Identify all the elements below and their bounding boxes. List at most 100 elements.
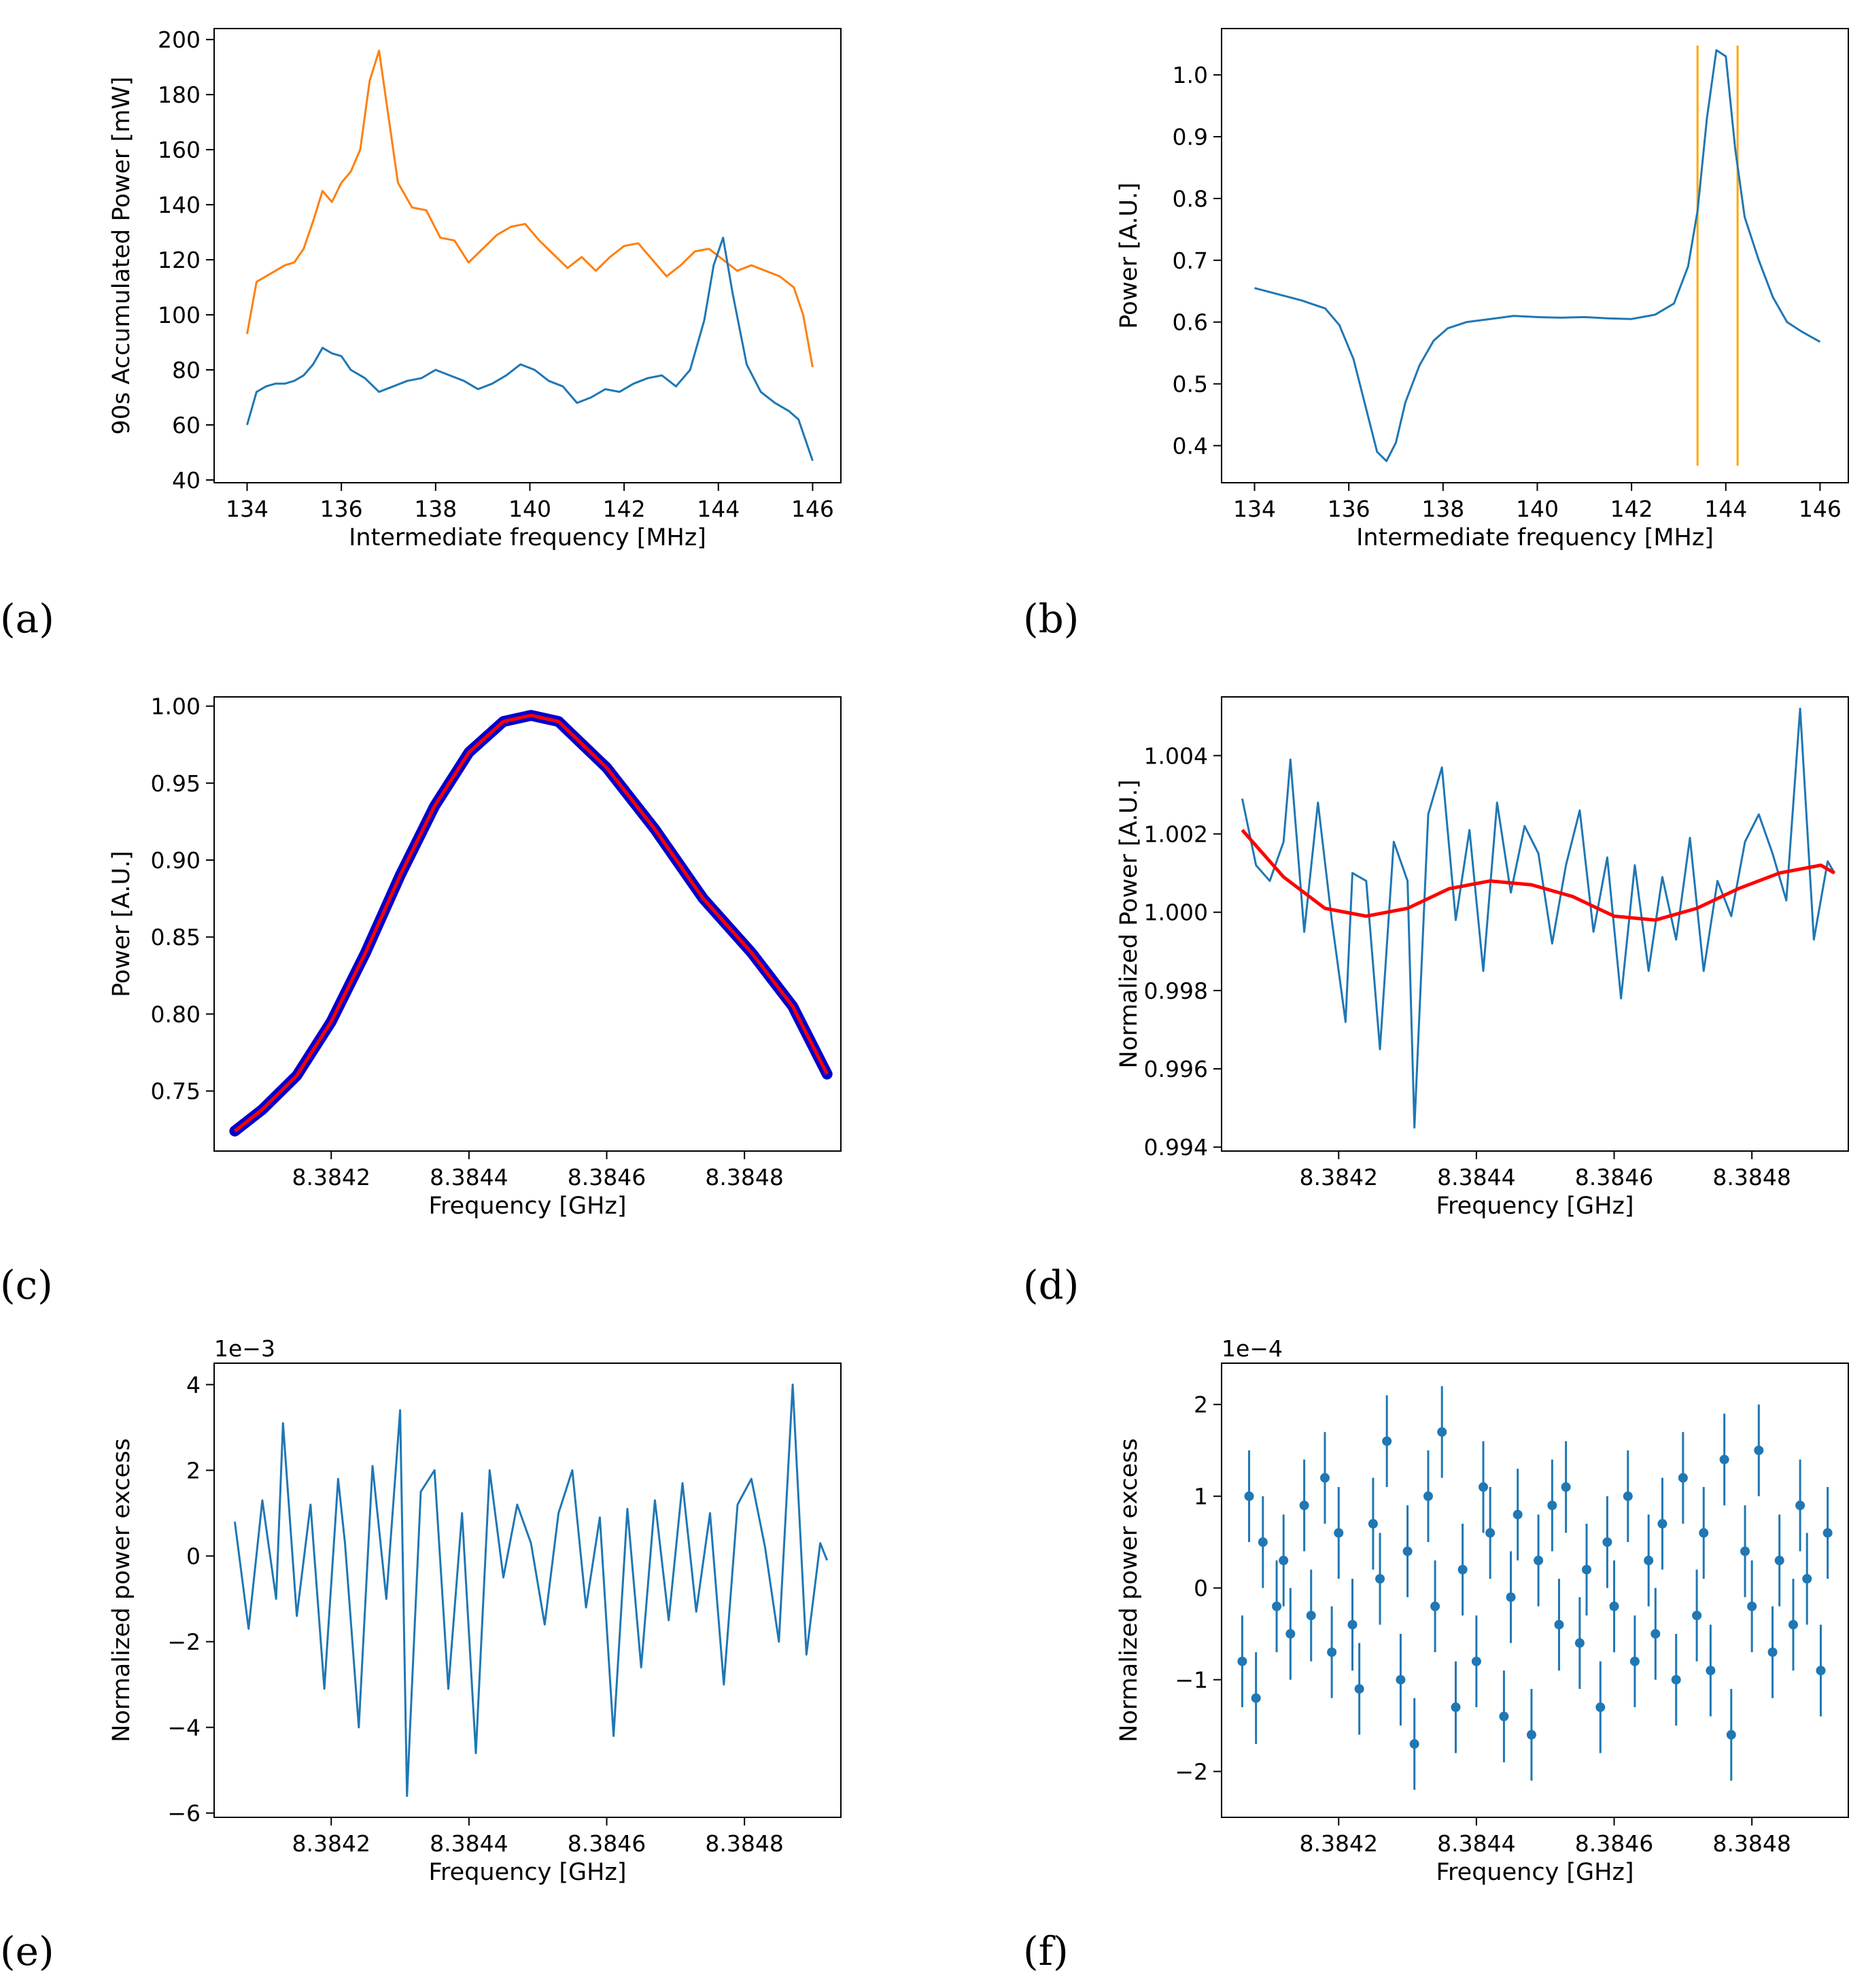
x-tick-label: 140 — [1516, 496, 1559, 522]
data-point — [1767, 1647, 1778, 1658]
data-point — [1334, 1528, 1344, 1538]
y-tick-label: 0.85 — [151, 924, 201, 950]
x-tick-label: 8.3848 — [705, 1830, 783, 1857]
data-point — [1554, 1619, 1564, 1630]
data-point — [1409, 1739, 1419, 1749]
axes-frame — [213, 28, 842, 483]
data-point — [1726, 1730, 1736, 1740]
y-axis-label: Power [A.U.] — [108, 851, 135, 997]
data-point — [1754, 1445, 1764, 1456]
data-point — [1451, 1702, 1461, 1713]
y-tick-label: 0 — [1194, 1575, 1208, 1602]
x-axis-label: Frequency [GHz] — [428, 1859, 626, 1886]
series-markers-data — [229, 710, 833, 1137]
y-tick-label: −2 — [1175, 1759, 1208, 1785]
x-axis-label: Intermediate frequency [MHz] — [1356, 524, 1714, 551]
series-line-normalized — [1241, 707, 1835, 1129]
y-tick-label: 0.80 — [151, 1001, 201, 1027]
data-point — [1251, 1693, 1261, 1703]
y-tick-label: 0 — [186, 1543, 201, 1570]
data-point — [1651, 1629, 1661, 1639]
data-point — [1244, 1491, 1254, 1501]
data-point — [1285, 1629, 1296, 1639]
x-tick-label: 146 — [791, 496, 834, 522]
data-point — [1644, 1556, 1654, 1566]
y-tick-label: 60 — [172, 412, 201, 439]
data-point — [1595, 1702, 1606, 1713]
y-tick-label: 0.998 — [1144, 978, 1208, 1004]
data-point — [1327, 1647, 1337, 1658]
y-tick-label: 80 — [172, 357, 201, 383]
y-tick-label: 0.4 — [1173, 432, 1208, 459]
data-point — [1457, 1564, 1468, 1575]
data-point — [1629, 1656, 1640, 1666]
x-tick-label: 8.3842 — [1300, 1164, 1378, 1190]
series-line-fit — [1241, 829, 1835, 922]
x-tick-label: 146 — [1799, 496, 1842, 522]
data-point — [1375, 1574, 1385, 1584]
data-point — [1437, 1427, 1447, 1437]
data-point — [1547, 1501, 1557, 1511]
data-point — [1719, 1454, 1729, 1464]
x-tick-label: 8.3842 — [292, 1164, 370, 1190]
data-point — [1430, 1601, 1440, 1611]
y-axis-label: Normalized Power [A.U.] — [1116, 779, 1143, 1068]
x-tick-label: 8.3848 — [1712, 1830, 1791, 1857]
data-point — [1479, 1482, 1489, 1492]
panel-label-a: (a) — [0, 596, 54, 642]
data-point — [1609, 1601, 1619, 1611]
plot-area — [1241, 707, 1835, 1129]
y-axis-label: Power [A.U.] — [1116, 182, 1143, 328]
series-line-excess — [233, 1384, 829, 1797]
data-point — [1671, 1675, 1681, 1685]
data-point — [1396, 1675, 1406, 1685]
y-tick-label: 1.002 — [1144, 821, 1208, 848]
axes-frame — [1221, 696, 1849, 1152]
x-tick-label: 8.3848 — [705, 1164, 783, 1190]
data-point — [1513, 1509, 1523, 1520]
y-tick-label: 2 — [1194, 1392, 1208, 1418]
y-axis-label: 90s Accumulated Power [mW] — [108, 77, 135, 435]
x-axis-label: Frequency [GHz] — [1436, 1193, 1634, 1220]
plot-area — [1254, 46, 1821, 466]
x-tick-label: 8.3846 — [568, 1830, 646, 1857]
x-tick-label: 8.3844 — [1437, 1164, 1515, 1190]
data-point — [1279, 1556, 1289, 1566]
panel-f: 8.3842 8.3844 8.3846 8.3848 −2 −1 0 1 2 Frequency… — [1116, 1335, 1849, 1886]
y-tick-label: 0.5 — [1173, 371, 1208, 398]
y-tick-label: 180 — [158, 82, 201, 108]
y-tick-label: −4 — [167, 1715, 201, 1741]
x-tick-label: 8.3844 — [430, 1830, 508, 1857]
data-point — [1534, 1556, 1544, 1566]
x-tick-label: 142 — [1610, 496, 1653, 522]
x-tick-label: 8.3846 — [568, 1164, 646, 1190]
axes-frame — [1221, 1363, 1849, 1818]
x-axis-label: Frequency [GHz] — [1436, 1859, 1634, 1886]
data-point — [1471, 1656, 1481, 1666]
data-point — [1319, 1473, 1330, 1483]
x-tick-label: 138 — [1421, 496, 1464, 522]
y-tick-label: 40 — [172, 467, 201, 494]
y-tick-label: 2 — [186, 1458, 201, 1484]
x-axis-label: Intermediate frequency [MHz] — [349, 524, 706, 551]
x-tick-label: 8.3846 — [1575, 1164, 1653, 1190]
data-point — [1699, 1528, 1709, 1538]
data-point — [1526, 1730, 1536, 1740]
y-axis-label: Normalized power excess — [108, 1438, 135, 1742]
series-line-orange — [246, 49, 814, 368]
y-tick-label: 0.996 — [1144, 1056, 1208, 1082]
data-point — [1678, 1473, 1688, 1483]
data-point — [1506, 1592, 1516, 1603]
data-point — [1657, 1519, 1668, 1529]
y-tick-label: 160 — [158, 137, 201, 163]
panel-label-b: (b) — [1023, 596, 1079, 642]
data-point — [1402, 1546, 1413, 1556]
data-point — [1423, 1491, 1433, 1501]
x-tick-label: 8.3848 — [1712, 1164, 1791, 1190]
y-tick-label: 0.9 — [1173, 124, 1208, 150]
y-tick-label: 140 — [158, 192, 201, 218]
series-line-blue — [246, 237, 814, 462]
panel-a: 134 136 138 140 142 144 146 40 60 80 100 120 140 160 1… — [108, 27, 842, 551]
y-tick-label: 120 — [158, 247, 201, 273]
